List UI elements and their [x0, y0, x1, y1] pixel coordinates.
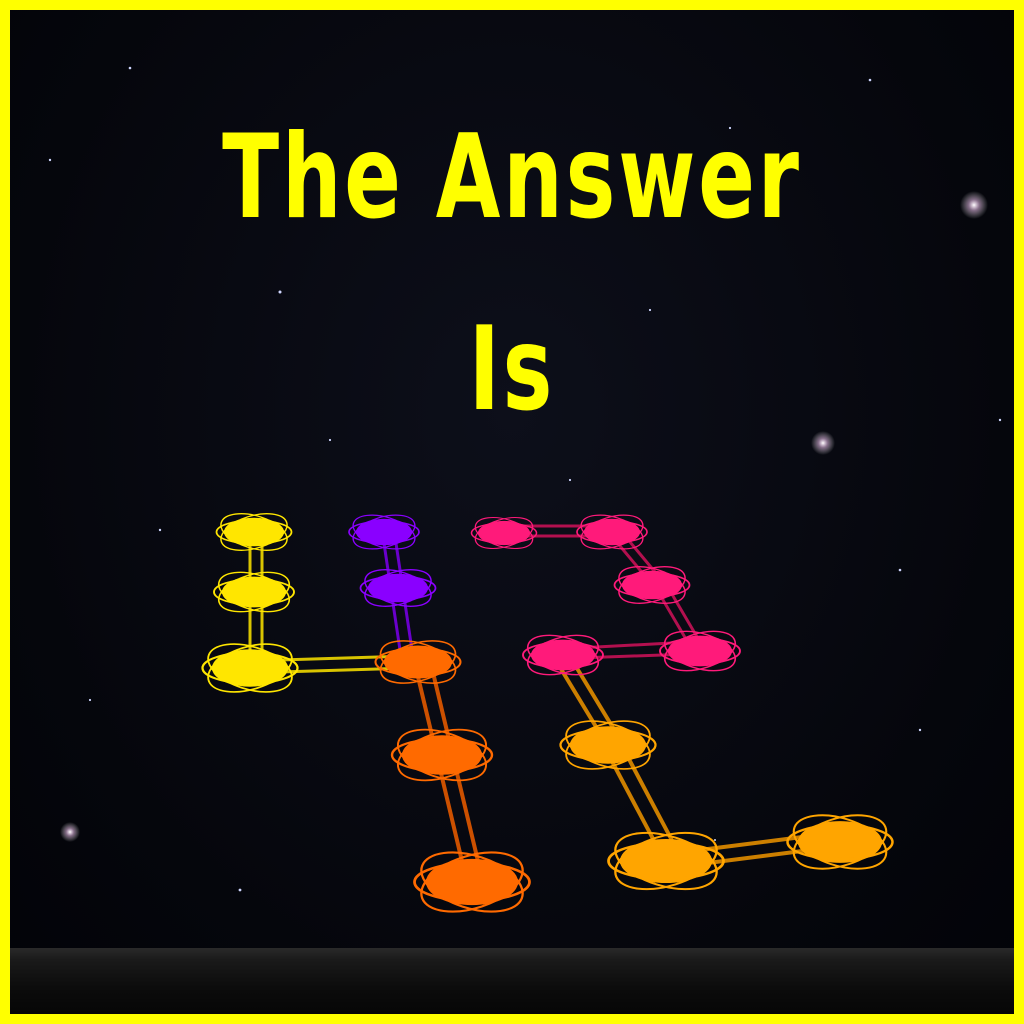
digit-two	[469, 507, 896, 902]
ringed-planet-icon[interactable]	[784, 803, 896, 881]
star-sparkle-icon	[60, 822, 80, 842]
ringed-planet-icon[interactable]	[358, 561, 438, 615]
digit-four	[199, 505, 533, 925]
title-line-1: The Answer	[222, 110, 802, 245]
ringed-planet-icon[interactable]	[574, 507, 650, 557]
ringed-planet-icon[interactable]	[214, 505, 294, 559]
ground-floor	[10, 948, 1014, 1014]
ringed-planet-icon[interactable]	[469, 510, 539, 556]
ringed-planet-icon[interactable]	[657, 622, 743, 680]
title-line-2: Is	[468, 302, 556, 437]
ringed-planet-icon[interactable]	[411, 839, 533, 925]
star-sparkle-icon	[960, 191, 988, 219]
ringed-planet-icon[interactable]	[211, 563, 297, 621]
star-sparkle-icon	[811, 431, 835, 455]
ringed-planet-icon[interactable]	[605, 820, 727, 902]
